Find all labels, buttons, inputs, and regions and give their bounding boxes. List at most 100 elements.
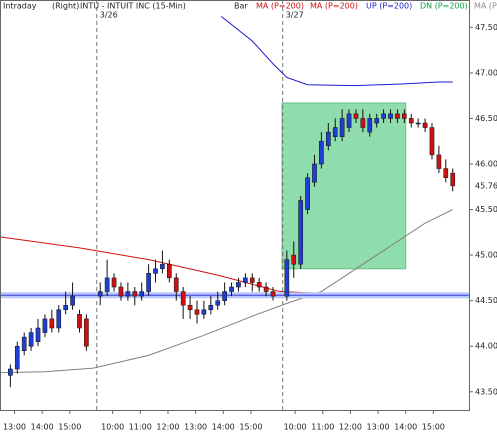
candle-body <box>222 291 227 301</box>
candle-body <box>21 336 27 352</box>
candle-body <box>415 122 421 125</box>
candle-body <box>436 154 442 169</box>
legend-entry: MA (P=200) <box>256 2 304 11</box>
candle-body <box>153 268 158 274</box>
x-tick-label: 11:00 <box>129 423 152 432</box>
legend-entry: UP (P=200) <box>366 2 412 11</box>
candle-body <box>97 291 103 297</box>
candle-body <box>353 113 359 119</box>
x-tick-label: 12:00 <box>339 423 362 432</box>
candle-body <box>42 318 48 333</box>
candle-body <box>70 295 75 306</box>
candle-body <box>408 118 414 124</box>
candle-body <box>111 277 117 288</box>
candle-body <box>132 291 138 297</box>
candle-body <box>28 332 34 347</box>
candle-body <box>374 118 380 124</box>
candle-body <box>263 286 269 292</box>
header-side: (Right) <box>52 2 79 11</box>
candle-body <box>63 304 68 311</box>
candle-body <box>187 304 193 311</box>
candle-body <box>49 318 55 329</box>
candle-body <box>443 168 449 178</box>
overlay-line <box>220 16 453 87</box>
candle-body <box>332 127 338 137</box>
y-tick-label: 43.50 <box>475 387 497 396</box>
y-tick-label: 45.50 <box>475 205 497 214</box>
header-style: Bar <box>234 2 248 11</box>
header-symbol: INTU - INTUIT INC (15-Min) <box>80 2 186 11</box>
candle-body <box>339 118 345 137</box>
candle-body <box>139 291 145 297</box>
candle-body <box>429 127 435 156</box>
candle-body <box>146 273 151 292</box>
overlay-line <box>0 209 453 374</box>
candle-body <box>305 177 310 210</box>
x-tick-label: 15:00 <box>422 423 445 432</box>
candle-body <box>194 309 200 315</box>
candle-body <box>167 263 172 279</box>
legend-entry: DN (P=200) <box>420 2 468 11</box>
candle-body <box>450 172 456 187</box>
candle-body <box>249 277 255 283</box>
candle-body <box>229 286 234 292</box>
candle-body <box>298 200 303 265</box>
candle-body <box>346 113 352 128</box>
candle-body <box>14 345 20 370</box>
candle-body <box>118 286 124 297</box>
x-tick-label: 10:00 <box>284 423 307 432</box>
x-tick-label: 10:00 <box>101 423 124 432</box>
plot-frame <box>0 0 470 411</box>
candle-body <box>402 113 407 119</box>
candle-body <box>388 113 393 119</box>
candle-body <box>270 291 276 297</box>
candle-body <box>236 282 241 288</box>
candle-body <box>312 163 317 183</box>
candle-body <box>201 309 207 315</box>
x-tick-label: 11:00 <box>311 423 334 432</box>
candle-body <box>125 291 131 297</box>
candle-body <box>208 304 214 311</box>
legend-entry: MA (P=200) <box>310 2 358 11</box>
last-price-label: 45.76 <box>475 181 497 190</box>
x-tick-label: 15:00 <box>239 423 262 432</box>
y-tick-label: 47.00 <box>475 68 497 77</box>
date-label: 3/27 <box>286 11 304 20</box>
date-label: 3/26 <box>100 11 118 20</box>
candle-body <box>56 309 62 329</box>
candle-body <box>8 368 13 376</box>
x-tick-label: 14:00 <box>212 423 235 432</box>
x-tick-label: 15:00 <box>58 423 81 432</box>
header-mode: Intraday <box>3 2 37 11</box>
y-tick-label: 45.00 <box>475 251 497 260</box>
candle-body <box>284 259 290 297</box>
y-tick-label: 46.00 <box>475 160 497 169</box>
candle-body <box>77 314 82 329</box>
candle-body <box>35 327 41 342</box>
candle-body <box>319 140 324 165</box>
candle-body <box>173 277 179 292</box>
candle-body <box>422 122 428 128</box>
x-tick-label: 13:00 <box>3 423 26 432</box>
y-tick-label: 44.00 <box>475 342 497 351</box>
candle-body <box>160 263 165 270</box>
candle-body <box>180 291 186 306</box>
x-tick-label: 13:00 <box>184 423 207 432</box>
legend-entry: MA (P=200) <box>474 2 497 11</box>
candle-body <box>291 254 297 265</box>
x-tick-label: 12:00 <box>156 423 179 432</box>
candle-body <box>104 277 110 292</box>
candle-body <box>256 282 262 288</box>
y-tick-label: 47.50 <box>475 23 497 32</box>
candle-body <box>325 131 331 147</box>
candle-body <box>243 277 248 283</box>
candle-body <box>84 318 89 347</box>
x-tick-label: 14:00 <box>394 423 417 432</box>
y-tick-label: 46.50 <box>475 114 497 123</box>
x-tick-label: 14:00 <box>31 423 54 432</box>
candle-body <box>360 118 366 128</box>
x-tick-label: 13:00 <box>367 423 390 432</box>
candle-body <box>381 113 386 119</box>
y-tick-label: 44.50 <box>475 296 497 305</box>
